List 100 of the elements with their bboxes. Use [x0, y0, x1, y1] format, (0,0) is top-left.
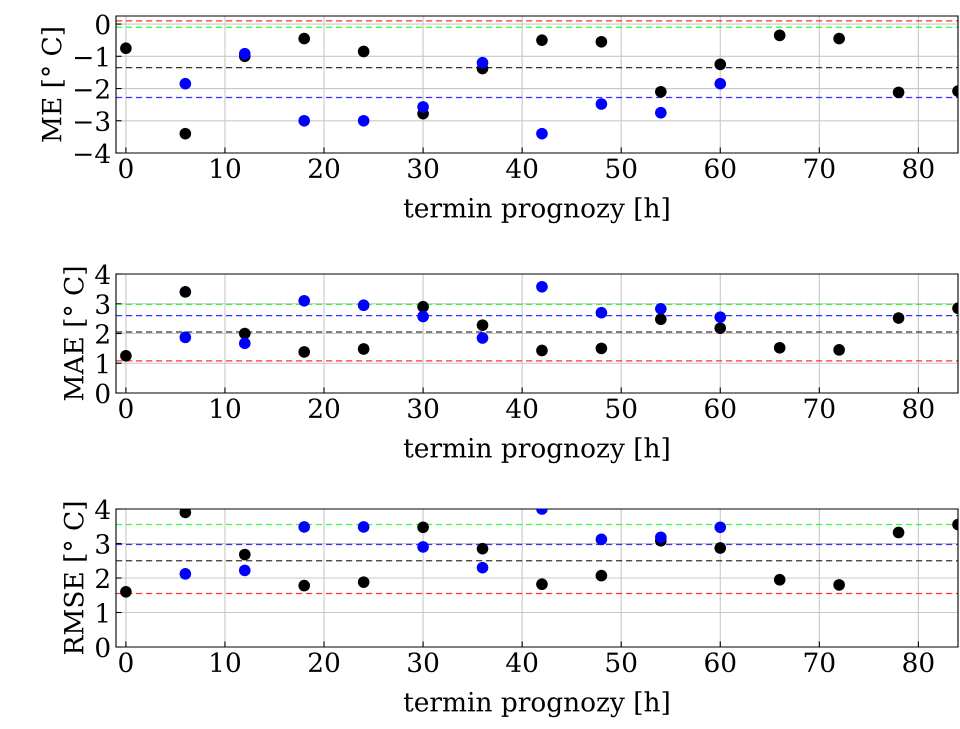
- y-axis-title: RMSE [° C]: [63, 502, 87, 654]
- point: [714, 58, 726, 70]
- point: [714, 542, 726, 554]
- point: [476, 319, 488, 331]
- x-tick-label: 30: [408, 398, 438, 418]
- point: [655, 106, 667, 119]
- point: [892, 86, 904, 98]
- point: [714, 322, 726, 334]
- point: [892, 312, 904, 324]
- y-tick-label: 0: [96, 637, 110, 658]
- x-tick-label: 60: [705, 398, 736, 418]
- point: [180, 78, 192, 90]
- point: [536, 128, 548, 140]
- y-tick-label: 0: [96, 383, 110, 404]
- point: [358, 114, 370, 127]
- y-tick-label: 1: [98, 354, 108, 374]
- x-axis-title: termin prognozy [h]: [404, 197, 669, 224]
- point: [120, 350, 132, 362]
- x-tick-label: 70: [804, 398, 834, 418]
- point: [476, 542, 488, 554]
- point: [180, 568, 192, 580]
- x-axis-title: termin prognozy [h]: [404, 691, 669, 718]
- x-tick-label: 80: [903, 652, 934, 672]
- x-tick-label: 30: [408, 158, 438, 178]
- point: [833, 344, 845, 356]
- point: [596, 534, 608, 546]
- point: [180, 286, 192, 298]
- x-tick-label: 40: [506, 158, 538, 178]
- y-tick-label: 2: [96, 568, 109, 588]
- point: [120, 586, 132, 598]
- y-tick-label: 3: [96, 294, 110, 314]
- point: [180, 332, 192, 344]
- x-tick-label: 0: [119, 398, 133, 418]
- point: [238, 328, 251, 340]
- y-axis-title: ME [° C]: [41, 28, 65, 142]
- point: [358, 576, 370, 588]
- point: [298, 580, 310, 592]
- x-tick-label: 50: [606, 398, 636, 418]
- y-tick-label: −1: [75, 46, 108, 66]
- point: [714, 521, 726, 534]
- point: [774, 342, 786, 354]
- point: [298, 294, 310, 307]
- point: [596, 36, 608, 48]
- point: [180, 128, 192, 140]
- point: [655, 86, 667, 98]
- point: [298, 32, 310, 44]
- x-tick-label: 60: [705, 158, 736, 178]
- point: [358, 343, 370, 355]
- y-tick-label: −2: [75, 78, 109, 99]
- point: [536, 578, 548, 590]
- x-axis-title: termin prognozy [h]: [404, 437, 669, 464]
- y-tick-label: −3: [75, 111, 110, 132]
- x-tick-label: 40: [506, 398, 538, 418]
- point: [655, 302, 667, 315]
- point: [238, 564, 251, 576]
- x-tick-label: 40: [506, 652, 538, 672]
- x-tick-label: 20: [309, 158, 340, 178]
- y-tick-label: 3: [96, 534, 110, 554]
- point: [536, 280, 548, 293]
- point: [238, 548, 251, 560]
- x-tick-label: 0: [119, 158, 133, 178]
- point: [596, 570, 608, 582]
- point: [120, 42, 132, 54]
- y-tick-label: 4: [95, 499, 110, 520]
- point: [417, 310, 429, 322]
- x-tick-label: 60: [705, 652, 736, 672]
- point: [892, 526, 904, 538]
- x-tick-label: 50: [606, 652, 636, 672]
- y-tick-label: 1: [98, 602, 108, 623]
- point: [358, 521, 370, 533]
- point: [417, 300, 429, 313]
- x-tick-label: 20: [309, 652, 340, 672]
- point: [536, 34, 548, 46]
- y-tick-label: 2: [96, 324, 109, 344]
- x-tick-label: 80: [903, 398, 934, 418]
- point: [476, 56, 488, 69]
- x-tick-label: 0: [119, 652, 133, 672]
- point: [714, 78, 726, 90]
- x-tick-label: 70: [804, 158, 834, 178]
- point: [596, 306, 608, 318]
- point: [596, 98, 608, 110]
- x-tick-label: 50: [606, 158, 636, 178]
- point: [655, 531, 667, 544]
- point: [833, 32, 845, 44]
- x-tick-label: 30: [408, 652, 438, 672]
- x-tick-label: 80: [903, 158, 934, 178]
- x-tick-label: 10: [211, 398, 240, 418]
- point: [417, 541, 429, 553]
- x-tick-label: 70: [804, 652, 834, 672]
- point: [476, 332, 488, 344]
- point: [298, 521, 310, 533]
- point: [238, 338, 251, 350]
- point: [358, 299, 370, 312]
- point: [298, 114, 310, 127]
- x-tick-label: 10: [211, 652, 240, 672]
- point: [655, 313, 667, 326]
- point: [358, 46, 370, 58]
- point: [536, 344, 548, 356]
- point: [833, 579, 845, 591]
- point: [417, 521, 429, 534]
